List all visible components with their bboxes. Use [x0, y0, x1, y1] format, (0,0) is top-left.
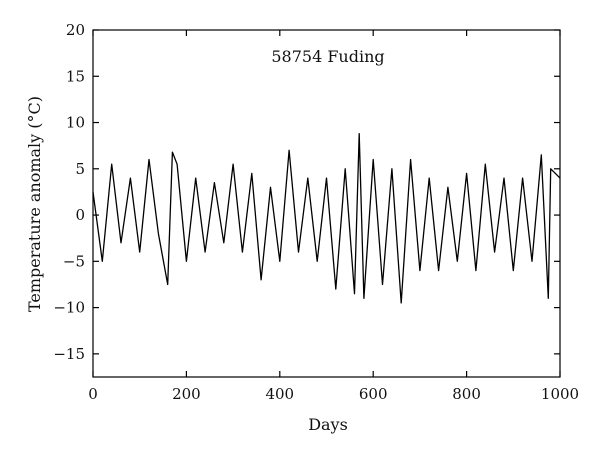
y-tick-label: 0	[75, 206, 85, 224]
x-axis-label: Days	[308, 415, 348, 434]
y-tick-label: 5	[75, 160, 85, 178]
x-axis-ticks: 0 200 400 600 800 1000	[88, 30, 579, 403]
x-tick-label: 200	[172, 385, 201, 403]
plot-frame	[92, 29, 561, 378]
y-tick-label: 20	[66, 21, 85, 39]
x-tick-label: 1000	[541, 385, 579, 403]
y-tick-label: 10	[66, 114, 85, 132]
series-line	[92, 132, 561, 304]
x-tick-label: 800	[452, 385, 481, 403]
x-tick-label: 0	[88, 385, 98, 403]
x-tick-label: 600	[359, 385, 388, 403]
y-tick-label: −10	[53, 299, 85, 317]
plot-title: 58754 Fuding	[271, 47, 384, 66]
x-tick-label: 400	[265, 385, 294, 403]
y-axis-label: Temperature anomaly (°C)	[25, 96, 44, 312]
y-tick-label: −5	[63, 252, 85, 270]
y-tick-label: 15	[66, 67, 85, 85]
y-axis-ticks: −15 −10 −5 0 5 10 15 20	[53, 21, 560, 363]
y-tick-label: −15	[53, 345, 85, 363]
